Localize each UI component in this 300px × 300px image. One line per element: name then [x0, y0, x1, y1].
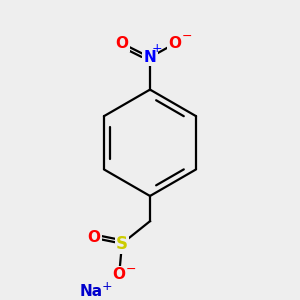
Text: −: −: [182, 30, 192, 43]
Text: O: O: [116, 36, 128, 51]
Text: +: +: [101, 280, 112, 293]
Text: −: −: [126, 263, 136, 276]
Text: O: O: [169, 36, 182, 51]
Text: Na: Na: [80, 284, 103, 299]
Text: S: S: [116, 235, 128, 253]
Text: O: O: [88, 230, 100, 245]
Text: O: O: [113, 267, 126, 282]
Text: N: N: [144, 50, 156, 65]
Text: +: +: [152, 43, 162, 56]
